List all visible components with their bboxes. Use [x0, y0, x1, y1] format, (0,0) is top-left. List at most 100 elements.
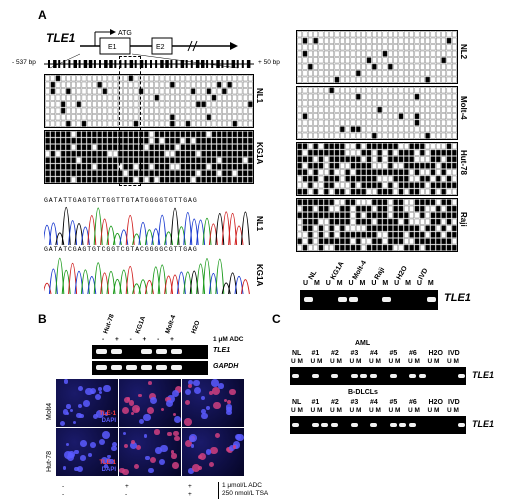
row-label-hut78: Hut-78: [46, 450, 53, 472]
cell-nucleus: [98, 438, 106, 446]
cpg-cell: [393, 113, 399, 120]
cpg-cell: [196, 144, 201, 151]
cpg-cell: [387, 175, 393, 182]
cpg-cell: [196, 120, 201, 127]
cpg-cell: [382, 218, 388, 225]
cpg-cell: [92, 137, 97, 144]
cpg-cell: [377, 156, 383, 163]
cpg-cell: [329, 205, 335, 212]
cpg-cell: [50, 75, 56, 82]
stain-label-dapi: DAPI: [101, 467, 116, 473]
cpg-cell: [345, 238, 351, 245]
cpg-cell: [441, 143, 447, 150]
cpg-cell: [196, 88, 201, 95]
cpg-cell: [313, 175, 319, 182]
cpg-cell: [71, 107, 76, 114]
cpg-cell: [55, 88, 61, 95]
cpg-cell: [409, 31, 415, 38]
cpg-cell: [361, 57, 367, 64]
cpg-cell: [371, 218, 377, 225]
cell-nucleus: [165, 396, 172, 403]
cpg-cell: [414, 244, 420, 251]
cpg-cell: [128, 114, 134, 121]
cpg-cell: [81, 120, 87, 127]
cpg-cell: [323, 76, 329, 83]
cell-nucleus: [143, 413, 151, 422]
cell-nucleus: [64, 379, 69, 384]
cpg-cell: [366, 231, 372, 238]
gel-band: [96, 365, 107, 370]
um-label: U M: [310, 407, 323, 414]
row-label-molt4: Molt4: [46, 402, 53, 420]
cpg-site: [119, 60, 122, 68]
cpg-cell: [323, 31, 329, 38]
cpg-cell: [329, 182, 335, 189]
cpg-cell: [112, 150, 118, 157]
svg-text:KG1A: KG1A: [330, 261, 346, 281]
cpg-cell: [435, 57, 441, 64]
cell-nucleus: [135, 444, 142, 451]
cpg-cell: [345, 93, 351, 100]
cpg-cell: [398, 205, 404, 212]
cpg-cell: [403, 44, 409, 51]
cpg-cell: [451, 238, 457, 245]
cpg-cell: [144, 114, 149, 121]
cpg-cell: [425, 238, 431, 245]
trace-peak: [202, 258, 212, 295]
cpg-cell: [242, 144, 248, 151]
cpg-site: [206, 60, 209, 68]
cpg-cell: [334, 57, 340, 64]
cpg-cell: [419, 218, 425, 225]
cpg-cell: [118, 163, 123, 170]
cpg-cell: [355, 132, 361, 139]
cpg-cell: [216, 131, 222, 138]
cpg-cell: [419, 231, 425, 238]
cpg-cell: [50, 81, 56, 88]
cpg-cell: [441, 31, 447, 38]
cpg-cell: [430, 143, 436, 150]
cpg-cell: [71, 176, 76, 183]
cpg-cell: [76, 163, 82, 170]
cell-nucleus: [201, 412, 208, 419]
cpg-cell: [350, 113, 356, 120]
cpg-cell: [123, 163, 128, 170]
trace-peak: [157, 214, 167, 246]
cpg-cell: [196, 137, 201, 144]
cpg-cell: [377, 44, 383, 51]
cpg-cell: [307, 57, 313, 64]
svg-text:Hut-78: Hut-78: [102, 313, 116, 335]
cpg-cell: [248, 157, 253, 164]
cpg-cell: [112, 120, 118, 127]
cpg-cell: [196, 157, 201, 164]
gel-band: [96, 349, 107, 354]
cpg-cell: [398, 113, 404, 120]
cpg-cell: [403, 31, 409, 38]
cpg-cell: [371, 199, 377, 206]
cpg-cell: [387, 113, 393, 120]
cpg-cell: [123, 170, 128, 177]
svg-text:IVD: IVD: [418, 267, 430, 281]
cpg-cell: [318, 244, 324, 251]
cpg-cell: [128, 75, 134, 82]
cpg-cell: [361, 169, 367, 176]
cpg-site: [211, 60, 214, 68]
cpg-cell: [237, 137, 243, 144]
gel-band: [156, 365, 167, 370]
cpg-cell: [435, 100, 441, 107]
cpg-cell: [76, 101, 82, 108]
cpg-cell: [398, 244, 404, 251]
cpg-cell: [382, 93, 388, 100]
cpg-cell: [414, 169, 420, 176]
trace-peak: [208, 223, 218, 246]
cpg-cell: [123, 75, 128, 82]
cpg-cell: [297, 37, 303, 44]
cpg-cell: [86, 81, 92, 88]
cpg-cell: [355, 50, 361, 57]
cpg-cell: [313, 37, 319, 44]
cpg-cell: [334, 156, 340, 163]
cpg-cell: [211, 94, 217, 101]
cpg-cell: [185, 114, 191, 121]
cpg-cell: [123, 120, 128, 127]
cpg-cell: [398, 238, 404, 245]
cell-nucleus: [107, 455, 111, 459]
